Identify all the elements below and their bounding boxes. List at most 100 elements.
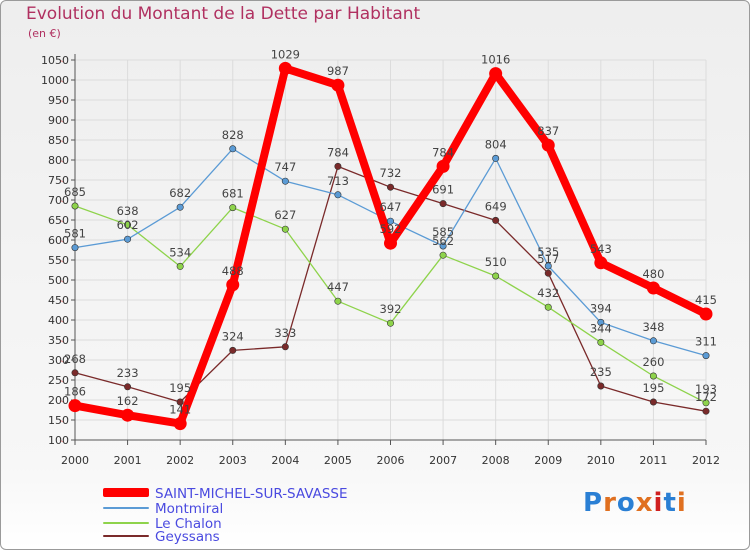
data-label-le-chalon: 681 [222,187,244,201]
data-point-montmiral [124,235,132,243]
y-decor-mark [59,79,64,83]
chart-title: Evolution du Montant de la Dette par Hab… [26,4,421,24]
data-label-saint-michel-sur-savasse: 784 [432,145,454,159]
y-tick-label: 150 [48,414,69,427]
data-label-geyssans: 233 [117,366,139,380]
y-decor-mark [59,319,64,323]
data-label-montmiral: 647 [380,200,402,214]
legend-swatch [103,535,149,537]
logo-letter: i [653,488,664,518]
x-tick-label: 2012 [692,454,720,467]
data-label-le-chalon: 562 [432,234,454,248]
data-label-saint-michel-sur-savasse: 162 [117,394,139,408]
y-decor-mark [59,259,64,263]
data-label-saint-michel-sur-savasse: 186 [64,385,86,399]
data-label-montmiral: 682 [169,186,191,200]
x-tick-label: 2009 [534,454,562,467]
data-point-montmiral [176,203,184,211]
y-decor-mark [59,219,64,223]
data-point-le-chalon [281,225,289,233]
data-label-montmiral: 747 [274,160,296,174]
y-decor-mark [59,379,64,383]
y-tick-label: 850 [48,134,69,147]
data-point-le-chalon [334,297,342,305]
unit-label: (en €) [28,27,61,40]
legend-label: Montmiral [155,501,224,517]
data-label-saint-michel-sur-savasse: 415 [695,293,717,307]
data-label-le-chalon: 392 [380,302,402,316]
data-label-montmiral: 311 [695,335,717,349]
data-label-saint-michel-sur-savasse: 480 [642,267,664,281]
data-point-saint-michel-sur-savasse [278,61,292,75]
data-label-montmiral: 602 [117,218,139,232]
data-label-le-chalon: 534 [169,245,191,259]
data-point-le-chalon [124,221,132,229]
data-point-montmiral [544,262,552,270]
y-decor-mark [59,179,64,183]
y-decor-mark [59,339,64,343]
data-point-le-chalon [386,319,394,327]
data-label-geyssans: 732 [380,166,402,180]
tick-labels: 100 150 200 250 300 350 400 450 500 550 600 650 700 7… [41,54,720,467]
y-tick-label: 1000 [41,74,69,87]
data-point-saint-michel-sur-savasse [384,236,397,250]
legend-label: Le Chalon [155,516,222,532]
data-point-geyssans [544,269,552,277]
data-point-saint-michel-sur-savasse [699,307,713,321]
data-label-le-chalon: 432 [537,286,559,300]
legend-swatch [103,488,149,497]
y-tick-label: 250 [48,374,69,387]
x-tick-label: 2003 [219,454,247,467]
data-point-saint-michel-sur-savasse [646,281,660,295]
y-tick-label: 650 [48,214,69,227]
y-tick-label: 750 [48,174,69,187]
data-label-geyssans: 324 [222,329,244,343]
data-point-montmiral [649,337,657,345]
data-label-geyssans: 691 [432,183,454,197]
x-tick-label: 2004 [271,454,299,467]
data-label-montmiral: 804 [485,137,507,151]
y-decor-mark [59,159,64,163]
y-decor-mark [59,439,64,443]
y-decor-mark [59,199,64,203]
data-label-geyssans: 784 [327,145,349,159]
y-decor-mark [59,99,64,103]
data-point-le-chalon [176,262,184,270]
data-label-le-chalon: 685 [64,185,86,199]
data-label-saint-michel-sur-savasse: 488 [222,264,244,278]
x-tick-label: 2005 [324,454,352,467]
x-tick-label: 2007 [429,454,457,467]
data-point-geyssans [386,183,394,191]
data-point-geyssans [702,407,710,415]
data-label-montmiral: 394 [590,301,612,315]
data-label-geyssans: 195 [642,381,664,395]
data-point-le-chalon [702,399,710,407]
data-point-geyssans [649,398,657,406]
data-point-le-chalon [544,303,552,311]
y-tick-label: 950 [48,94,69,107]
y-tick-label: 300 [48,354,69,367]
proxiti-logo: Proxiti [583,488,687,518]
y-tick-label: 800 [48,154,69,167]
y-tick-label: 1050 [41,54,69,67]
data-label-saint-michel-sur-savasse: 141 [169,403,191,417]
data-point-saint-michel-sur-savasse [226,278,240,292]
x-tick-label: 2011 [639,454,667,467]
data-point-geyssans [281,343,289,351]
data-point-geyssans [229,346,237,354]
data-point-saint-michel-sur-savasse [436,159,450,173]
data-point-le-chalon [597,338,605,346]
x-tick-label: 2008 [482,454,510,467]
data-label-geyssans: 333 [274,326,296,340]
y-decor-mark [59,139,64,143]
data-label-le-chalon: 344 [590,321,612,335]
data-point-montmiral [492,154,500,162]
data-point-montmiral [386,217,394,225]
data-point-montmiral [597,318,605,326]
data-point-le-chalon [649,372,657,380]
data-label-saint-michel-sur-savasse: 837 [537,124,559,138]
data-point-le-chalon [229,204,237,212]
data-point-montmiral [334,191,342,199]
data-point-geyssans [124,383,132,391]
